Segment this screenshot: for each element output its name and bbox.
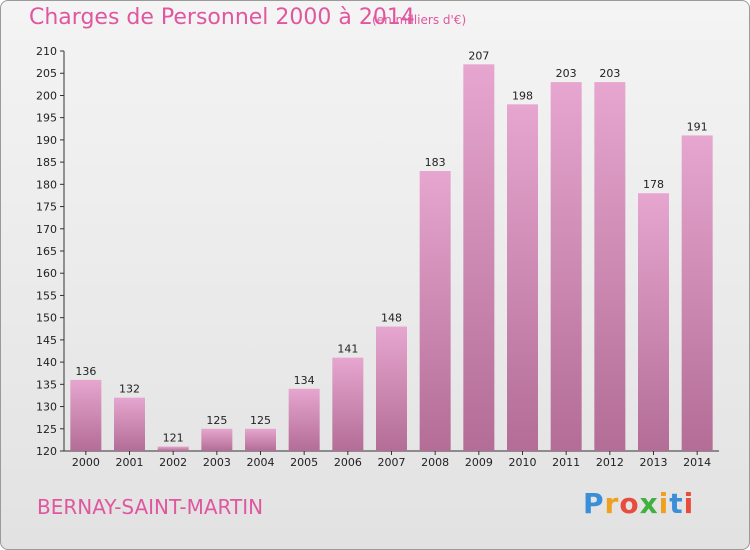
x-tick-label: 2006: [334, 456, 362, 469]
x-tick-label: 2002: [159, 456, 187, 469]
x-tick-label: 2001: [116, 456, 144, 469]
x-tick-label: 2008: [421, 456, 449, 469]
value-label-2000: 136: [75, 365, 96, 378]
y-tick-label: 150: [36, 312, 57, 325]
y-tick-label: 210: [36, 45, 57, 58]
logo-letter: x: [639, 487, 659, 520]
bar-2012: [594, 82, 626, 451]
bar-2014: [681, 135, 713, 451]
bar-2001: [114, 397, 145, 451]
y-tick-label: 140: [36, 356, 57, 369]
bar-2004: [245, 428, 276, 451]
x-tick-label: 2014: [683, 456, 711, 469]
bar-2013: [638, 193, 669, 451]
value-label-2014: 191: [687, 120, 708, 133]
y-tick-label: 170: [36, 223, 57, 236]
bar-2007: [376, 326, 407, 451]
value-label-2009: 207: [468, 49, 489, 62]
y-tick-label: 165: [36, 245, 57, 258]
x-tick-label: 2004: [247, 456, 275, 469]
value-label-2012: 203: [599, 67, 620, 80]
bar-2003: [201, 428, 233, 451]
value-label-2008: 183: [425, 156, 446, 169]
x-tick-label: 2000: [72, 456, 100, 469]
value-label-2006: 141: [337, 343, 358, 356]
y-tick-label: 130: [36, 401, 57, 414]
x-tick-label: 2003: [203, 456, 231, 469]
x-tick-label: 2007: [378, 456, 406, 469]
bar-2006: [332, 357, 364, 451]
y-tick-label: 205: [36, 67, 57, 80]
logo-letter: i: [683, 487, 695, 520]
chart-title: Charges de Personnel 2000 à 2014: [29, 5, 415, 30]
x-tick-label: 2005: [290, 456, 318, 469]
value-label-2007: 148: [381, 312, 402, 325]
bar-2005: [288, 388, 320, 451]
place-name: BERNAY-SAINT-MARTIN: [37, 495, 264, 519]
chart-unit: (en milliers d'€): [372, 13, 467, 27]
bars-group: [70, 64, 713, 452]
x-tick-label: 2009: [465, 456, 493, 469]
value-label-2013: 178: [643, 178, 664, 191]
y-tick-label: 200: [36, 89, 57, 102]
y-tick-label: 190: [36, 134, 57, 147]
logo-letter: r: [604, 487, 620, 520]
bar-2011: [550, 82, 582, 451]
y-tick-label: 195: [36, 112, 57, 125]
axes: 120 125 130 135 140 145 150 155 160 165 170 175 180 1…: [36, 45, 719, 458]
value-label-2011: 203: [556, 67, 577, 80]
x-tick-label: 2013: [640, 456, 668, 469]
logo-letter: i: [658, 487, 670, 520]
labels-group: 2000 136 2001 132 2002 121 2003 125 2004 125 2005 1…: [72, 49, 711, 469]
value-label-2004: 125: [250, 414, 271, 427]
logo-letter: o: [619, 487, 640, 520]
y-tick-label: 180: [36, 178, 57, 191]
bar-2010: [507, 104, 538, 451]
value-label-2010: 198: [512, 89, 533, 102]
x-tick-label: 2011: [552, 456, 580, 469]
bar-2009: [463, 64, 495, 452]
logo-letter: P: [583, 487, 605, 520]
value-label-2003: 125: [206, 414, 227, 427]
y-tick-label: 125: [36, 423, 57, 436]
value-label-2001: 132: [119, 383, 140, 396]
logo-letter: t: [669, 487, 684, 520]
y-tick-label: 175: [36, 201, 57, 214]
y-tick-label: 135: [36, 378, 57, 391]
y-tick-label: 120: [36, 445, 57, 458]
proxiti-logo: Proxiti: [583, 487, 694, 520]
bar-2008: [419, 171, 451, 451]
y-tick-label: 185: [36, 156, 57, 169]
value-label-2005: 134: [294, 374, 315, 387]
y-tick-label: 160: [36, 267, 57, 280]
y-tick-label: 145: [36, 334, 57, 347]
x-tick-label: 2012: [596, 456, 624, 469]
bar-2000: [70, 379, 102, 451]
y-tick-label: 155: [36, 289, 57, 302]
bar-2002: [157, 446, 189, 451]
value-label-2002: 121: [163, 432, 184, 445]
x-tick-label: 2010: [509, 456, 537, 469]
